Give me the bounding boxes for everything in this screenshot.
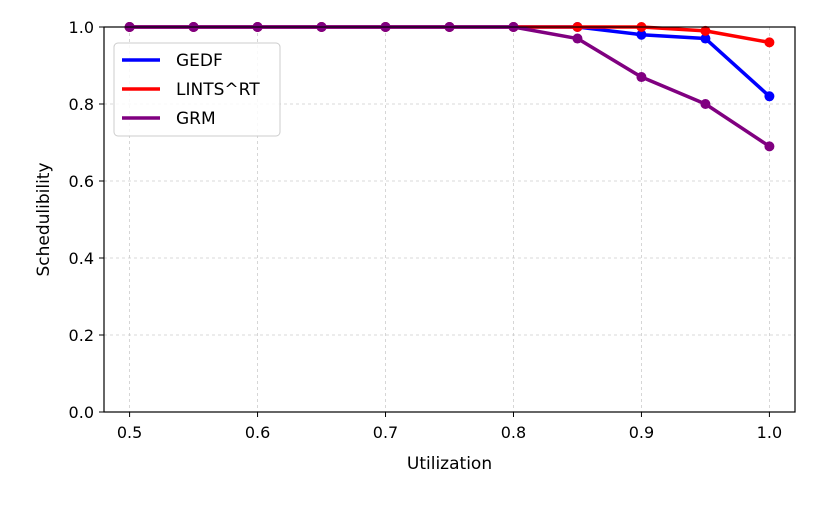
- y-tick-label: 0.6: [69, 172, 94, 191]
- data-point: [700, 25, 711, 36]
- y-tick-label: 1.0: [69, 18, 94, 37]
- data-point: [764, 141, 775, 152]
- x-tick-label: 1.0: [757, 423, 782, 442]
- data-point: [764, 91, 775, 102]
- data-point: [572, 33, 583, 44]
- y-tick-label: 0.4: [69, 249, 94, 268]
- plot-frame: [103, 26, 796, 413]
- x-axis: 0.5 0.6 0.7 0.8 0.9 1.0: [117, 412, 782, 442]
- legend-label: LINTS^RT: [176, 80, 260, 100]
- y-axis-label: Schedulibility: [34, 162, 54, 276]
- x-tick-label: 0.7: [373, 423, 398, 442]
- x-axis-label: Utilization: [407, 454, 492, 474]
- x-tick-label: 0.6: [245, 423, 270, 442]
- y-tick-label: 0.8: [69, 95, 94, 114]
- legend: GEDF LINTS^RT GRM: [113, 42, 281, 137]
- data-point: [764, 37, 775, 48]
- legend-label: GRM: [176, 109, 216, 129]
- data-point: [700, 99, 711, 109]
- x-tick-label: 0.9: [629, 423, 654, 442]
- legend-box: [113, 42, 281, 137]
- x-tick-label: 0.8: [501, 423, 526, 442]
- y-tick-label: 0.2: [69, 326, 94, 345]
- data-point: [636, 29, 647, 40]
- legend-label: GEDF: [176, 51, 223, 71]
- y-tick-label: 0.0: [69, 403, 94, 422]
- data-point: [636, 72, 647, 83]
- data-point: [700, 33, 711, 44]
- x-tick-label: 0.5: [117, 423, 142, 442]
- y-axis: 0.0 0.2 0.4 0.6 0.8 1.0: [69, 18, 104, 422]
